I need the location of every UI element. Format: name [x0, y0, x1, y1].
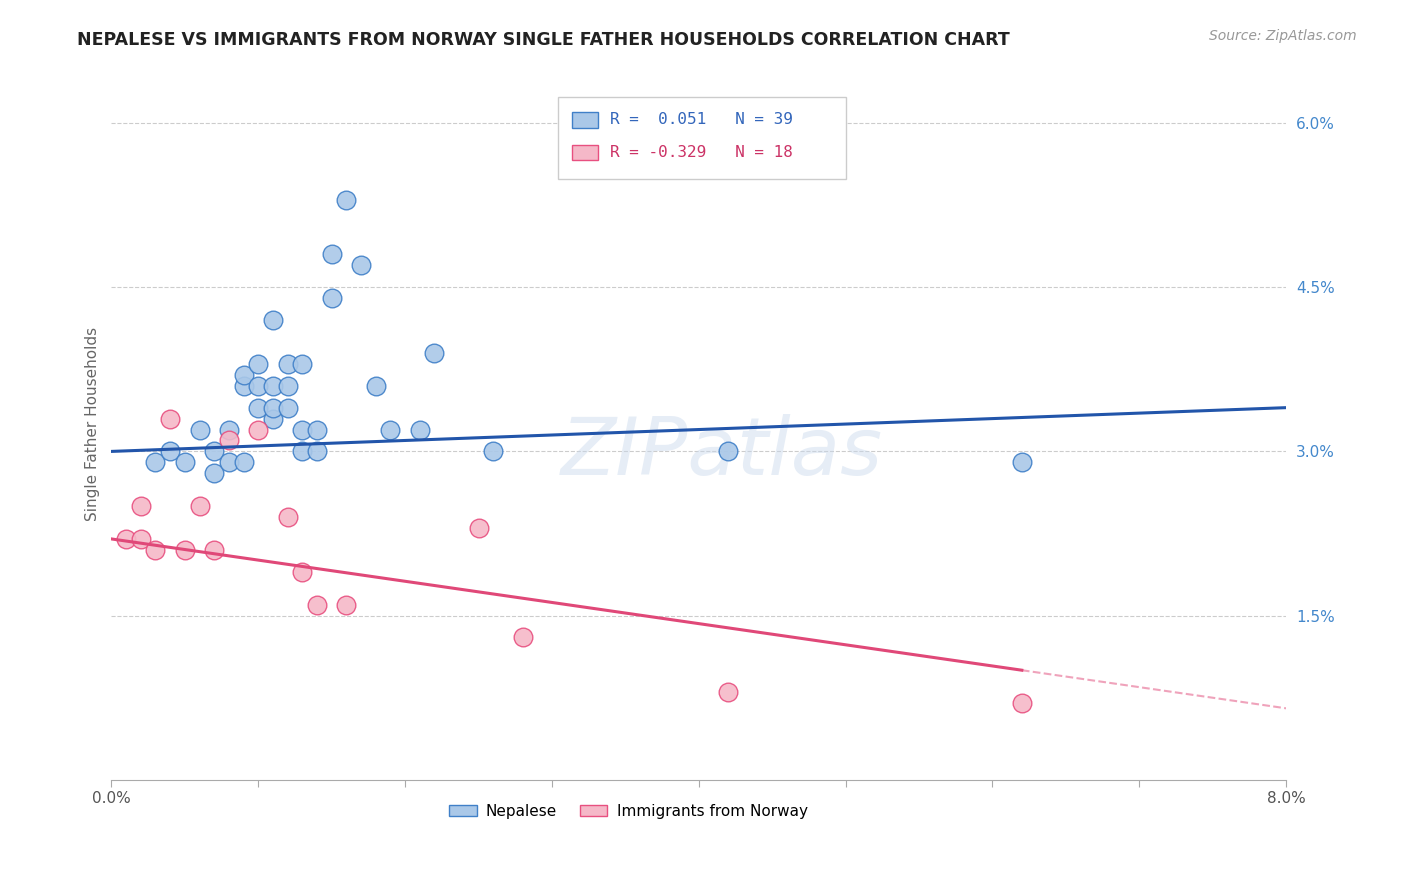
Point — [247, 357, 270, 371]
Point — [218, 434, 240, 448]
Point — [291, 444, 314, 458]
Point — [380, 423, 402, 437]
Point — [321, 247, 343, 261]
Point — [277, 357, 299, 371]
Point — [1011, 696, 1033, 710]
Point — [291, 423, 314, 437]
Point — [218, 455, 240, 469]
Point — [277, 401, 299, 415]
Point — [277, 510, 299, 524]
Point — [409, 423, 432, 437]
Point — [188, 423, 211, 437]
FancyBboxPatch shape — [572, 145, 598, 161]
Point — [291, 565, 314, 579]
Point — [145, 455, 167, 469]
Point — [717, 685, 740, 699]
Point — [202, 444, 225, 458]
Point — [512, 631, 534, 645]
Point — [115, 532, 138, 546]
FancyBboxPatch shape — [558, 97, 845, 178]
FancyBboxPatch shape — [572, 112, 598, 128]
Point — [159, 411, 181, 425]
Point — [173, 455, 195, 469]
Text: ZIPatlas: ZIPatlas — [561, 414, 883, 491]
Text: NEPALESE VS IMMIGRANTS FROM NORWAY SINGLE FATHER HOUSEHOLDS CORRELATION CHART: NEPALESE VS IMMIGRANTS FROM NORWAY SINGL… — [77, 31, 1010, 49]
Legend: Nepalese, Immigrants from Norway: Nepalese, Immigrants from Norway — [443, 798, 814, 825]
Point — [467, 521, 489, 535]
Point — [159, 444, 181, 458]
Point — [202, 467, 225, 481]
Point — [305, 444, 328, 458]
Point — [173, 542, 195, 557]
Point — [129, 532, 152, 546]
Text: Source: ZipAtlas.com: Source: ZipAtlas.com — [1209, 29, 1357, 43]
Point — [232, 455, 254, 469]
Point — [717, 444, 740, 458]
Point — [145, 542, 167, 557]
Point — [482, 444, 505, 458]
Point — [1011, 455, 1033, 469]
Point — [247, 423, 270, 437]
Point — [262, 313, 284, 327]
Point — [291, 357, 314, 371]
Point — [423, 346, 446, 360]
Point — [321, 291, 343, 305]
Point — [202, 542, 225, 557]
Point — [262, 401, 284, 415]
Text: R = -0.329   N = 18: R = -0.329 N = 18 — [610, 145, 793, 160]
Text: R =  0.051   N = 39: R = 0.051 N = 39 — [610, 112, 793, 128]
Point — [247, 378, 270, 392]
Point — [335, 193, 357, 207]
Point — [305, 598, 328, 612]
Point — [188, 499, 211, 513]
Point — [218, 423, 240, 437]
Point — [129, 499, 152, 513]
Y-axis label: Single Father Households: Single Father Households — [86, 327, 100, 521]
Point — [350, 259, 373, 273]
Point — [305, 423, 328, 437]
Point — [277, 378, 299, 392]
Point — [247, 401, 270, 415]
Point — [232, 368, 254, 382]
Point — [262, 378, 284, 392]
Point — [262, 411, 284, 425]
Point — [232, 378, 254, 392]
Point — [731, 127, 754, 141]
Point — [364, 378, 387, 392]
Point — [335, 598, 357, 612]
